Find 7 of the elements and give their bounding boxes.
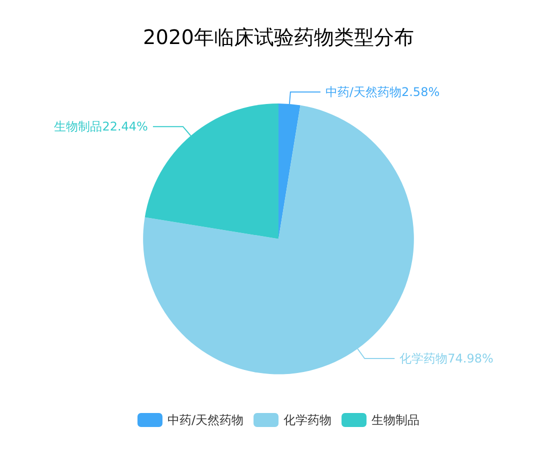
category-label: 生物制品22.44% bbox=[54, 120, 148, 134]
chart-title: 2020年临床试验药物类型分布 bbox=[143, 25, 414, 49]
legend-label: 化学药物 bbox=[284, 413, 332, 427]
legend-label: 中药/天然药物 bbox=[167, 413, 244, 427]
category-label: 化学药物74.98% bbox=[400, 352, 494, 366]
legend-label: 生物制品 bbox=[372, 413, 420, 427]
category-label: 中药/天然药物2.58% bbox=[325, 84, 440, 99]
